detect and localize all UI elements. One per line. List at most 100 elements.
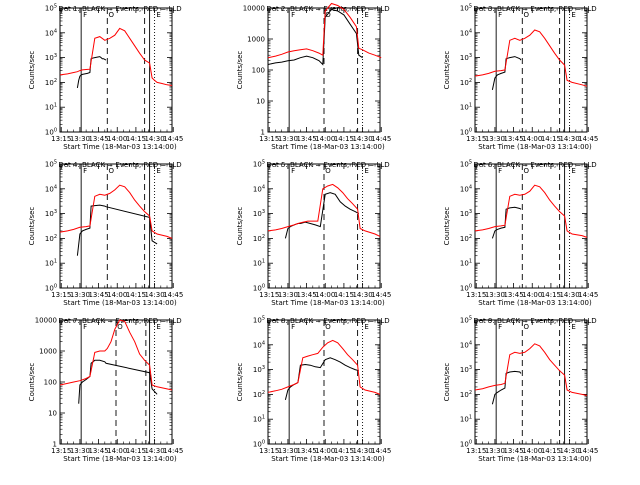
- x-tick-label: 14:00: [107, 291, 127, 299]
- x-tick-label: 14:45: [578, 447, 598, 455]
- marker-label: O: [524, 167, 530, 175]
- marker-label: O: [325, 167, 331, 175]
- y-tick-label: 100: [252, 67, 265, 75]
- chart-title: Det 1: BLACK = Events, RED = LLD: [58, 5, 181, 13]
- x-tick-label: 13:15: [259, 291, 279, 299]
- x-tick-label: 14:30: [559, 291, 579, 299]
- y-tick-label: 10: [256, 98, 265, 106]
- y-tick-label: 103: [45, 209, 57, 218]
- x-tick-label: 13:30: [70, 291, 90, 299]
- x-axis-label: Start Time (18-Mar-03 13:14:00): [271, 299, 385, 307]
- marker-label: E: [364, 167, 368, 175]
- x-tick-label: 13:15: [51, 447, 71, 455]
- x-tick-label: 14:00: [315, 447, 335, 455]
- x-tick-label: 14:45: [371, 291, 391, 299]
- marker-label: E: [571, 167, 575, 175]
- marker-label: E: [156, 11, 160, 19]
- y-axis-label: Counts/sec: [236, 363, 244, 402]
- y-tick-label: 104: [253, 340, 265, 349]
- x-tick-label: 14:45: [371, 135, 391, 143]
- marker-label: E: [156, 167, 160, 175]
- y-tick-label: 103: [253, 365, 265, 374]
- panel-det-3: Det 3: BLACK = Events, RED = LLD 100 101 10…: [443, 4, 598, 152]
- x-tick-label: 14:15: [541, 135, 561, 143]
- series-events-line: [491, 206, 522, 239]
- y-tick-label: 105: [460, 4, 472, 13]
- y-axis-label: Counts/sec: [28, 207, 36, 246]
- panel-det-7: Det 7: BLACK = Events, RED = LLD 1 10 100 10…: [28, 317, 183, 464]
- x-tick-label: 14:45: [163, 135, 183, 143]
- x-axis-label: Start Time (18-Mar-03 13:14:00): [478, 455, 592, 463]
- x-tick-label: 13:45: [88, 447, 108, 455]
- plot-frame: [59, 7, 173, 133]
- x-tick-label: 14:45: [578, 135, 598, 143]
- x-tick-label: 13:45: [503, 291, 523, 299]
- series-events-line: [491, 370, 522, 405]
- x-tick-label: 13:15: [466, 447, 486, 455]
- y-tick-label: 100: [253, 284, 265, 293]
- x-tick-label: 14:30: [352, 291, 372, 299]
- x-tick-label: 14:15: [126, 447, 146, 455]
- y-tick-label: 104: [253, 184, 265, 193]
- marker-label: E: [571, 323, 575, 331]
- marker-label: F: [291, 167, 295, 175]
- marker-label: F: [498, 11, 502, 19]
- x-axis-label: Start Time (18-Mar-03 13:14:00): [478, 143, 592, 151]
- marker-label: O: [325, 323, 331, 331]
- x-tick-label: 14:30: [144, 447, 164, 455]
- y-tick-label: 102: [460, 78, 472, 87]
- y-tick-label: 104: [460, 340, 472, 349]
- x-tick-label: 14:30: [559, 135, 579, 143]
- marker-label: O: [524, 323, 530, 331]
- series-lld-line: [59, 184, 173, 239]
- x-tick-label: 13:30: [485, 135, 505, 143]
- y-tick-label: 102: [253, 234, 265, 243]
- y-axis-label: Counts/sec: [28, 51, 36, 90]
- y-tick-label: 101: [253, 259, 265, 268]
- x-tick-label: 13:15: [259, 447, 279, 455]
- x-tick-label: 14:45: [163, 291, 183, 299]
- chart-title: Det 3: BLACK = Events, RED = LLD: [473, 5, 596, 13]
- x-tick-label: 14:15: [541, 291, 561, 299]
- marker-label: F: [498, 167, 502, 175]
- x-tick-label: 13:30: [278, 135, 298, 143]
- y-tick-label: 101: [460, 103, 472, 112]
- y-axis-label: Counts/sec: [236, 51, 244, 90]
- panel-det-2: Det 2: BLACK = Events, RED = LLD 1 10 100 10…: [236, 2, 391, 151]
- y-tick-label: 105: [253, 316, 265, 325]
- x-tick-label: 13:15: [466, 291, 486, 299]
- y-tick-label: 102: [45, 78, 57, 87]
- panel-det-4: Det 4: BLACK = Events, RED = LLD 100 101 10…: [28, 160, 183, 308]
- y-tick-label: 100: [44, 379, 57, 387]
- y-tick-label: 103: [253, 209, 265, 218]
- plot-frame: [59, 163, 173, 289]
- y-axis-label: Counts/sec: [443, 51, 451, 90]
- panel-det-5: Det 5: BLACK = Events, RED = LLD 100 101 10…: [236, 160, 391, 308]
- x-axis-label: Start Time (18-Mar-03 13:14:00): [63, 143, 177, 151]
- y-tick-label: 103: [460, 53, 472, 62]
- x-tick-label: 14:00: [315, 135, 335, 143]
- y-tick-label: 1: [53, 441, 57, 449]
- series-lld-line: [59, 319, 173, 391]
- y-tick-label: 104: [45, 28, 57, 37]
- x-tick-label: 13:15: [466, 135, 486, 143]
- y-tick-label: 101: [460, 415, 472, 424]
- series-lld-line: [474, 29, 588, 87]
- x-tick-label: 13:30: [70, 447, 90, 455]
- y-tick-label: 10000: [35, 317, 57, 325]
- x-tick-label: 13:30: [70, 135, 90, 143]
- plot-frame: [474, 163, 588, 289]
- panel-det-8: Det 8: BLACK = Events, RED = LLD 100 101 10…: [236, 316, 391, 464]
- x-tick-label: 14:15: [334, 291, 354, 299]
- series-events-line: [267, 8, 363, 66]
- y-tick-label: 102: [460, 390, 472, 399]
- chart-title: Det 5: BLACK = Events, RED = LLD: [266, 161, 389, 169]
- y-axis-label: Counts/sec: [28, 363, 36, 402]
- marker-label: F: [291, 11, 295, 19]
- series-lld-line: [267, 339, 381, 395]
- y-axis-label: Counts/sec: [443, 363, 451, 402]
- series-lld-line: [474, 343, 588, 396]
- x-tick-label: 13:30: [278, 291, 298, 299]
- x-tick-label: 13:45: [296, 291, 316, 299]
- y-tick-label: 103: [460, 209, 472, 218]
